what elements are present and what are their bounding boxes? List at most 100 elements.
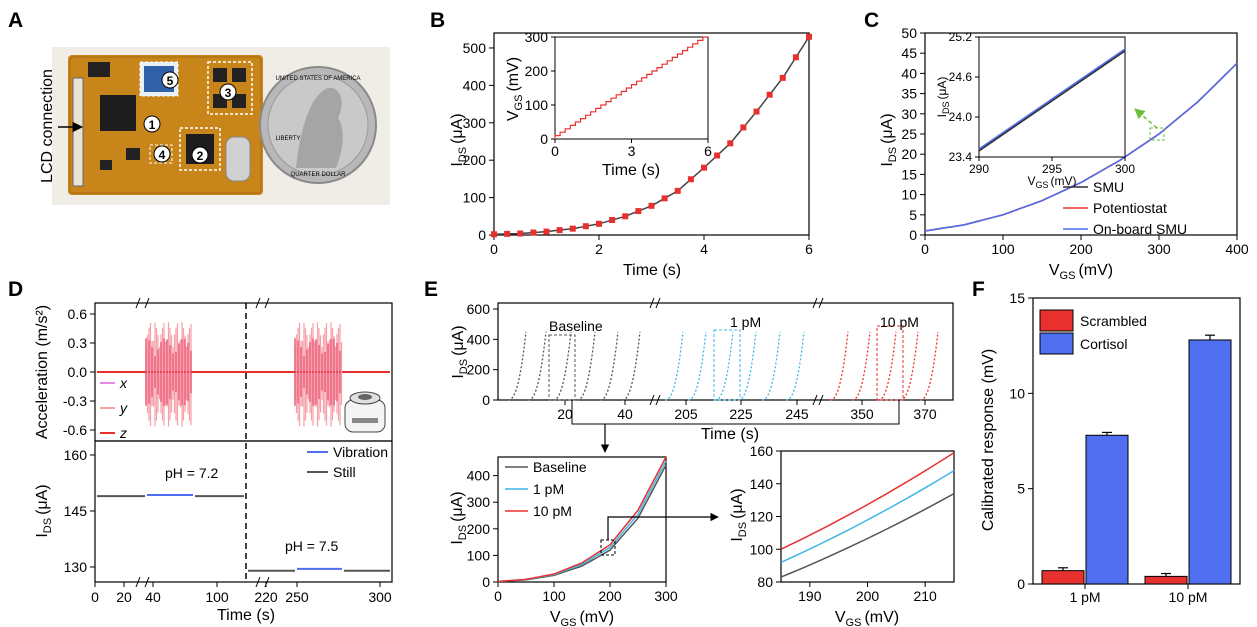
- data-marker-b: [622, 213, 629, 220]
- axis-break-d: [135, 576, 141, 588]
- plot-area-e-top: 600 400 200 0 20 40 205 225 245 350 370: [467, 297, 939, 422]
- highlight-box-10pm: [876, 325, 904, 401]
- sweep-baseline: [507, 331, 527, 401]
- xtick-label-d: 250: [285, 589, 309, 605]
- ytick-label-b: 200: [463, 152, 487, 168]
- panel-label-b: B: [430, 9, 445, 32]
- svg-text:5: 5: [167, 74, 174, 88]
- axis-break-d: [255, 576, 261, 588]
- inset-ytick-label-c: 24.6: [949, 70, 973, 84]
- legend-d-state: Vibration Still: [307, 444, 388, 480]
- ytick-label-c: 40: [901, 65, 917, 81]
- xtick-label-e-top: 350: [850, 406, 874, 422]
- inset-ytick-label-c: 25.2: [949, 30, 973, 44]
- vibration-burst-2-z: [294, 338, 341, 406]
- data-marker-b: [530, 229, 537, 236]
- xtick-label-d: 0: [91, 589, 99, 605]
- panel-f: F 0 5 10 15 1 pM 10 pM Calibrated response (m…: [972, 278, 1241, 605]
- axis-break-e: [812, 297, 818, 309]
- bar-cortisol-1: [1188, 339, 1232, 585]
- quarter-coin: UNITED STATES OF AMERICA LIBERTY QUARTER…: [259, 66, 377, 184]
- inset-ylabel-c: IDS(μA): [935, 77, 951, 118]
- svg-text:3: 3: [225, 86, 232, 100]
- xtick-label-c: 200: [1069, 241, 1093, 257]
- xtick-label-c: 100: [991, 241, 1015, 257]
- axis-break-d: [264, 576, 270, 588]
- sweep-baseline: [599, 331, 619, 401]
- highlight-box-baseline: [548, 334, 576, 401]
- panel-a: A 1 2: [8, 9, 390, 205]
- ytick-label-e-bl: 0: [482, 574, 490, 590]
- ylabel-e-top: IDS(μA): [450, 325, 470, 378]
- inset-ytick-label-b: 0: [540, 131, 548, 147]
- xlabel-c: VGS (mV): [1049, 262, 1113, 282]
- xtick-label-e-br: 200: [856, 588, 880, 604]
- data-marker-b: [779, 74, 786, 81]
- plot-area-d: 0 20 40 100 220 250 300 0.6 0.3 0.0 -0.3 -0.6 160 145…: [63, 297, 392, 605]
- panel-label-a: A: [8, 9, 23, 32]
- data-line-e-br-0: [780, 492, 955, 578]
- inset-xtick-label-c: 290: [969, 162, 989, 176]
- xtick-label-b: 6: [805, 241, 813, 257]
- legend-c: SMU Potentiostat On-board SMU: [1063, 179, 1187, 237]
- annotation-10pm: 10 pM: [880, 314, 919, 330]
- legend-item-1pm: 1 pM: [533, 481, 564, 497]
- ytick-label-c: 35: [901, 86, 917, 102]
- legend-item-cortisol: Cortisol: [1080, 336, 1127, 352]
- inset-plot-b: 0 3 6 0 100 200 300: [525, 29, 712, 159]
- ylabel-f: Calibrated response (mV): [980, 349, 997, 531]
- inset-ytick-label-c: 23.4: [949, 150, 973, 164]
- sweep-1pm: [664, 331, 684, 401]
- inset-line-c-onboard: [978, 48, 1126, 150]
- inset-xlabel-b: Time (s): [602, 162, 660, 179]
- inset-xtick-label-b: 6: [704, 143, 712, 159]
- legend-item-potentiostat: Potentiostat: [1093, 200, 1167, 216]
- ytick-label-c: 25: [901, 126, 917, 142]
- plot-frame-e-bl: [497, 456, 667, 583]
- connector-e-bracket: [571, 400, 900, 425]
- ytick-label-e-top: 0: [482, 392, 490, 408]
- ylabel-d-top: Acceleration (m/s²): [34, 305, 51, 439]
- annotation-1pm: 1 pM: [730, 314, 761, 330]
- data-marker-b: [543, 228, 550, 235]
- axis-break-d: [135, 297, 141, 309]
- ytick-label-c: 5: [909, 207, 917, 223]
- xtick-label-e-top: 205: [674, 406, 698, 422]
- sweep-1pm: [714, 331, 734, 401]
- svg-text:4: 4: [159, 148, 166, 162]
- xtick-label-c: 300: [1147, 241, 1171, 257]
- ytick-label-b: 500: [463, 40, 487, 56]
- xtick-label-e-top: 370: [913, 406, 937, 422]
- coin-text-bottom: QUARTER DOLLAR: [291, 172, 347, 178]
- ytick-label-f: 15: [1009, 290, 1025, 306]
- plot-frame-e-br: [780, 450, 955, 583]
- xtick-label-e-br: 190: [798, 588, 822, 604]
- xtick-label-e-bl: 300: [654, 588, 678, 604]
- ytick-label-e-top: 400: [467, 331, 491, 347]
- xtick-label-f: 1 pM: [1069, 589, 1100, 605]
- ytick-label-d-bottom: 130: [64, 559, 88, 575]
- coin-text-liberty: LIBERTY: [276, 136, 301, 142]
- bar-scrambled-1: [1144, 575, 1188, 585]
- ytick-label-b: 0: [478, 227, 486, 243]
- panel-c: C 0 100 200 300 400 0 5 10 15 20 25 30 35 40 45 50 VGS(…: [864, 9, 1249, 282]
- ytick-label-c: 20: [901, 146, 917, 162]
- ylabel-d-bottom: IDS(μA): [34, 484, 54, 537]
- sweep-baseline: [552, 331, 572, 401]
- zoom-arrow-c: [1134, 108, 1158, 129]
- data-marker-b: [674, 187, 681, 194]
- axis-break-e: [818, 297, 824, 309]
- staircase-line-b: [554, 36, 708, 139]
- plot-area-e-bl: 0 100 200 300 400 300 200 100 0: [467, 456, 678, 604]
- zoom-box-c: [1149, 127, 1165, 141]
- xtick-label-e-top: 20: [557, 406, 573, 422]
- inset-ylabel-b: VGS(mV): [505, 57, 525, 121]
- xtick-label-d: 20: [116, 589, 132, 605]
- axis-break-e: [812, 394, 818, 406]
- pcb-board: [68, 55, 263, 195]
- inset-frame-c: [978, 36, 1126, 158]
- ytick-label-e-br: 100: [750, 541, 774, 557]
- ytick-label-e-br: 160: [750, 443, 774, 459]
